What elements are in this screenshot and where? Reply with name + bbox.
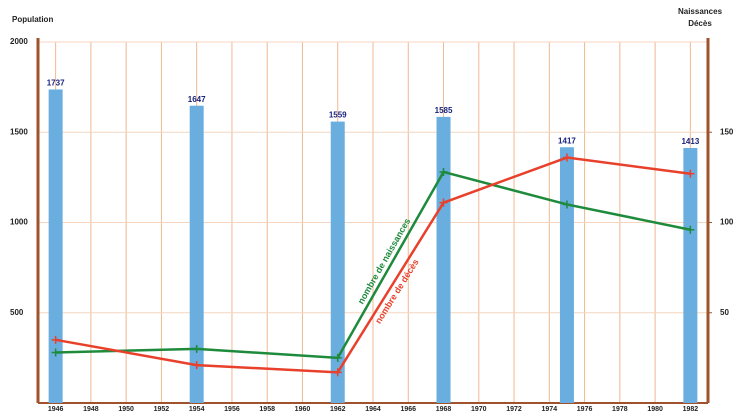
- x-tick-label: 1952: [154, 406, 170, 412]
- x-tick-label: 1974: [542, 406, 558, 412]
- x-tick-label: 1962: [330, 406, 346, 412]
- x-tick-label: 1956: [224, 406, 240, 412]
- bar: [436, 116, 451, 403]
- bar: [330, 121, 345, 404]
- point: [192, 361, 201, 370]
- line-annotation: nombre de naissances: [356, 216, 413, 305]
- x-tick-label: 1980: [647, 406, 663, 412]
- point: [686, 169, 695, 178]
- point: [192, 344, 201, 353]
- y2-axis-title: Décès: [688, 19, 712, 28]
- x-tick-label: 1948: [83, 406, 99, 412]
- data-label: 1647: [188, 95, 206, 104]
- y2-tick-label: 100: [720, 218, 734, 227]
- x-tick-label: 1972: [506, 406, 522, 412]
- x-tick-label: 1960: [295, 406, 311, 412]
- x-tick-label: 1958: [259, 406, 275, 412]
- bar: [683, 147, 698, 403]
- bar: [189, 105, 204, 404]
- point: [333, 353, 342, 362]
- point: [686, 225, 695, 234]
- line: [55, 170, 691, 360]
- point: [51, 348, 60, 357]
- y-axis-title: Population: [12, 15, 53, 24]
- y-tick-label: 1500: [10, 127, 28, 136]
- y2-axis-title: Naissances: [678, 7, 723, 16]
- x-tick-label: 1970: [471, 406, 487, 412]
- point: [51, 335, 60, 344]
- x-tick-label: 1950: [118, 406, 134, 412]
- data-label: 1737: [47, 79, 65, 88]
- y-tick-label: 1000: [10, 218, 28, 227]
- y-tick-label: 2000: [10, 37, 28, 46]
- line: [55, 156, 691, 374]
- x-tick-label: 1968: [436, 406, 452, 412]
- data-label: 1413: [681, 137, 699, 146]
- point: [562, 153, 571, 162]
- y2-tick-label: 150: [720, 127, 734, 136]
- data-label: 1585: [435, 106, 453, 115]
- x-tick-label: 1982: [683, 406, 699, 412]
- x-tick-label: 1964: [365, 406, 381, 412]
- x-tick-label: 1978: [612, 406, 628, 412]
- y-tick-label: 500: [10, 308, 24, 317]
- point: [439, 167, 448, 176]
- bar: [48, 89, 63, 403]
- data-label: 1559: [329, 111, 347, 120]
- bar: [559, 147, 574, 403]
- data-label: 1417: [558, 136, 576, 145]
- x-tick-label: 1966: [400, 406, 416, 412]
- x-tick-label: 1976: [577, 406, 593, 412]
- point: [333, 368, 342, 377]
- x-tick-label: 1946: [48, 406, 64, 412]
- y2-tick-label: 50: [720, 308, 729, 317]
- point: [562, 200, 571, 209]
- point: [439, 198, 448, 207]
- x-tick-label: 1954: [189, 406, 205, 412]
